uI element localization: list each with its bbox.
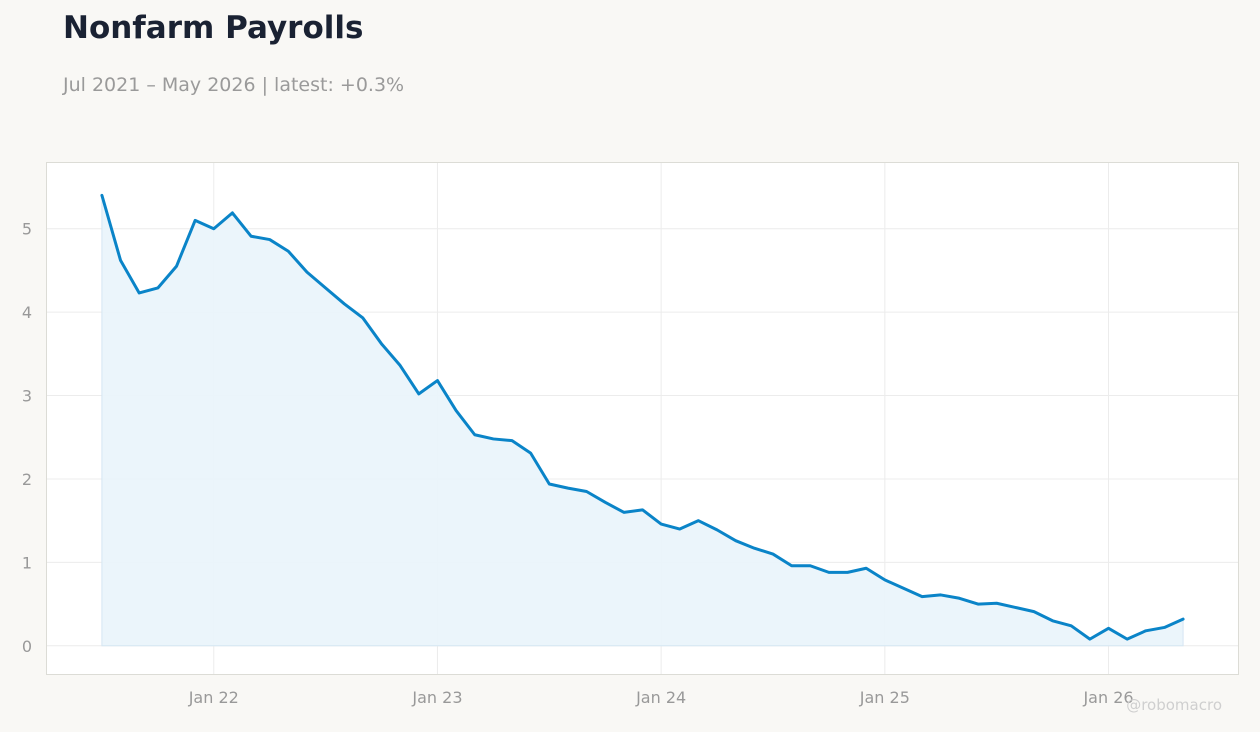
data-point	[902, 587, 905, 590]
data-point	[417, 392, 420, 395]
data-point	[1182, 618, 1185, 621]
data-point	[156, 287, 159, 290]
data-point	[622, 511, 625, 514]
data-point	[231, 211, 234, 214]
data-point	[641, 508, 644, 511]
data-point	[268, 238, 271, 241]
y-tick-label: 5	[22, 220, 32, 239]
data-point	[492, 438, 495, 441]
data-point	[1126, 638, 1129, 641]
data-point	[138, 292, 141, 295]
data-point	[306, 271, 309, 274]
data-point	[343, 302, 346, 305]
data-point	[212, 227, 215, 230]
data-point	[250, 235, 253, 238]
data-point	[399, 364, 402, 367]
data-point	[455, 409, 458, 412]
data-point	[753, 547, 756, 550]
data-point	[734, 539, 737, 542]
y-tick-label: 4	[22, 303, 32, 322]
x-tick-label: Jan 25	[859, 688, 910, 707]
data-point	[921, 595, 924, 598]
data-point	[1088, 638, 1091, 641]
data-point	[883, 579, 886, 582]
data-point	[809, 564, 812, 567]
data-point	[1051, 619, 1054, 622]
x-tick-label: Jan 22	[188, 688, 239, 707]
data-point	[585, 490, 588, 493]
data-point	[716, 528, 719, 531]
y-tick-label: 1	[22, 553, 32, 572]
data-point	[101, 194, 104, 197]
data-point	[604, 501, 607, 504]
x-tick-label: Jan 26	[1082, 688, 1133, 707]
chart-title: Nonfarm Payrolls	[63, 10, 364, 46]
data-point	[380, 342, 383, 345]
data-point	[194, 219, 197, 222]
data-point	[529, 452, 532, 455]
data-point	[828, 571, 831, 574]
data-point	[660, 523, 663, 526]
data-point	[1107, 627, 1110, 630]
series-line	[100, 193, 1185, 641]
data-point	[977, 603, 980, 606]
data-point	[865, 567, 868, 570]
data-point	[511, 439, 514, 442]
data-point	[790, 564, 793, 567]
data-point	[1014, 606, 1017, 609]
watermark: @robomacro	[1126, 696, 1222, 714]
data-point	[548, 483, 551, 486]
data-point	[324, 287, 327, 290]
data-point	[175, 265, 178, 268]
x-tick-label: Jan 23	[411, 688, 462, 707]
data-point	[567, 487, 570, 490]
y-tick-label: 0	[22, 637, 32, 656]
data-point	[119, 259, 122, 262]
chart-subtitle: Jul 2021 – May 2026 | latest: +0.3%	[63, 74, 405, 96]
data-point	[436, 379, 439, 382]
data-point	[1033, 610, 1036, 613]
data-point	[1144, 629, 1147, 632]
data-point	[846, 571, 849, 574]
data-point	[473, 433, 476, 436]
data-point	[772, 553, 775, 556]
data-point	[995, 602, 998, 605]
data-point	[678, 528, 681, 531]
data-point	[958, 597, 961, 600]
data-point	[697, 519, 700, 522]
data-point	[361, 317, 364, 320]
data-point	[939, 594, 942, 597]
plot-border	[46, 162, 1239, 675]
data-point	[1163, 626, 1166, 629]
data-point	[1070, 624, 1073, 627]
y-tick-label: 3	[22, 387, 32, 406]
x-tick-label: Jan 24	[635, 688, 686, 707]
data-point	[287, 250, 290, 253]
y-tick-label: 2	[22, 470, 32, 489]
